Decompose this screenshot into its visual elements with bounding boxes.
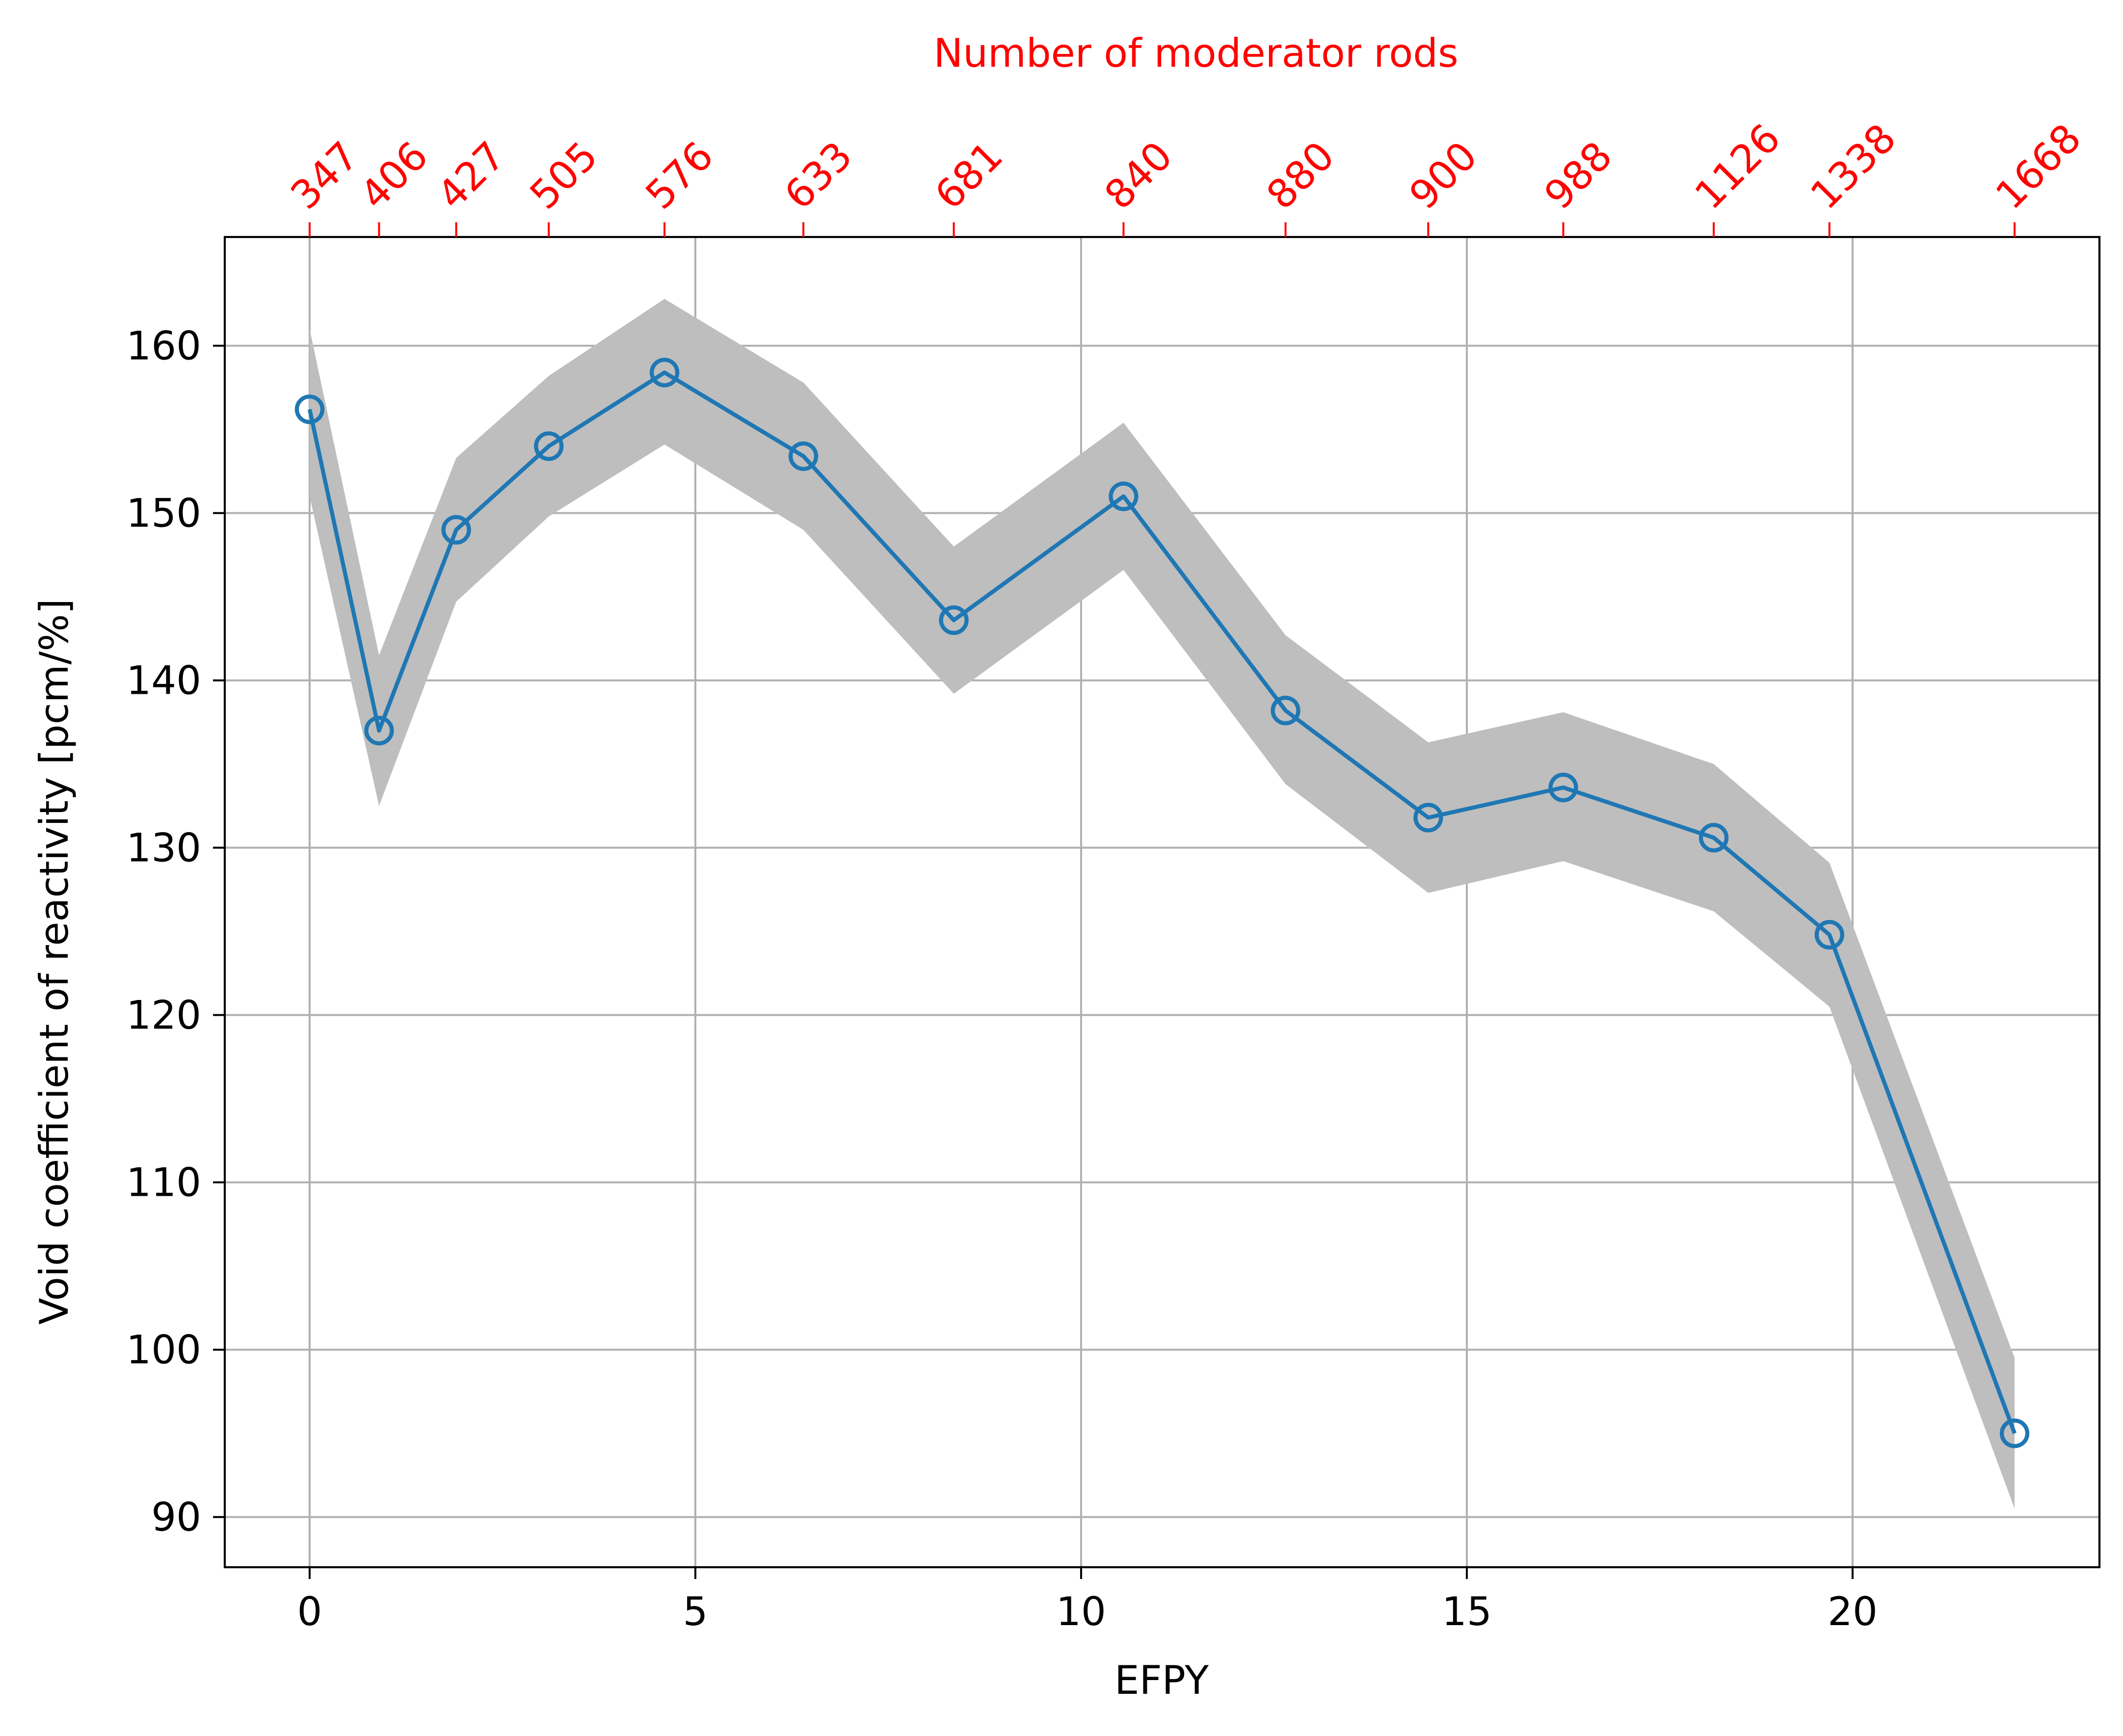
data-point xyxy=(1413,803,1443,833)
data-point xyxy=(1271,695,1300,726)
y-tick-label: 150 xyxy=(126,491,201,536)
y-tick-label: 120 xyxy=(126,993,201,1038)
top-tick-label: 900 xyxy=(1401,133,1486,218)
plot-frame xyxy=(223,236,2101,1569)
data-point xyxy=(1109,481,1139,511)
top-tick-label: 1338 xyxy=(1802,115,1905,218)
top-tick-label: 1126 xyxy=(1686,115,1789,218)
top-tick-label: 576 xyxy=(637,133,722,218)
data-point xyxy=(364,715,394,746)
y-tick-label: 90 xyxy=(151,1495,201,1540)
top-tick-label: 633 xyxy=(776,133,861,218)
data-point xyxy=(1548,772,1578,803)
data-point xyxy=(1698,823,1729,853)
x-tick-label: 0 xyxy=(297,1589,322,1634)
y-tick-label: 160 xyxy=(126,323,201,369)
top-tick-label: 681 xyxy=(926,133,1011,218)
top-tick-label: 347 xyxy=(282,133,368,218)
y-tick-label: 140 xyxy=(126,658,201,704)
uncertainty-band xyxy=(309,299,2015,1509)
series-line-layer xyxy=(307,370,2017,1434)
top-tick-label: 880 xyxy=(1258,133,1343,218)
data-point xyxy=(441,515,471,545)
x-tick-label: 20 xyxy=(1828,1589,1878,1634)
uncertainty-band-layer xyxy=(309,299,2015,1509)
data-point xyxy=(294,395,325,424)
y-tick-label: 110 xyxy=(126,1160,201,1206)
y-axis: 90 100 110 120 130 140 150 160 xyxy=(126,323,225,1540)
top-tick-label: 427 xyxy=(428,133,514,218)
top-tick-label: 988 xyxy=(1536,133,1621,218)
data-point xyxy=(534,431,564,461)
data-point xyxy=(649,358,680,388)
x-tick-label: 5 xyxy=(683,1589,708,1634)
top-tick-label: 840 xyxy=(1096,133,1181,218)
y-tick-label: 100 xyxy=(126,1327,201,1373)
x-tick-label: 15 xyxy=(1442,1589,1492,1634)
top-tick-label: 1668 xyxy=(1987,115,2090,218)
data-point xyxy=(1999,1419,2030,1448)
top-axis-label: Number of moderator rods xyxy=(933,30,1458,76)
data-point xyxy=(939,605,969,635)
y-axis-label: Void coefficient of reactivity [pcm/%] xyxy=(31,599,77,1325)
x-axis: 0 5 10 15 20 xyxy=(297,1567,1878,1634)
data-point xyxy=(1814,920,1844,950)
series-line xyxy=(307,370,2017,1434)
y-tick-label: 130 xyxy=(126,825,201,871)
x-axis-label: EFPY xyxy=(1115,1657,1209,1703)
data-point xyxy=(788,441,819,471)
data-markers-layer xyxy=(294,358,2030,1448)
top-tick-label: 406 xyxy=(351,133,437,218)
x-tick-label: 10 xyxy=(1056,1589,1106,1634)
top-tick-label: 505 xyxy=(521,133,607,218)
